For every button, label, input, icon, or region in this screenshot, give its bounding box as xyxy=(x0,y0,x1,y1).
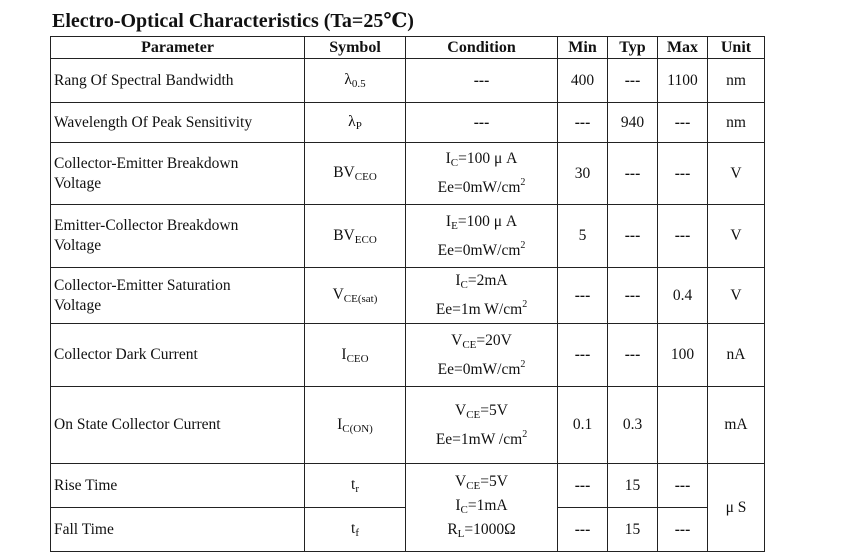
symbol-cell: tf xyxy=(304,507,406,552)
min-cell: --- xyxy=(557,267,608,324)
min-cell: --- xyxy=(557,323,608,387)
max-cell: --- xyxy=(657,204,708,268)
condition-cell: --- xyxy=(405,58,558,103)
unit-cell: V xyxy=(707,142,765,205)
symbol-cell: tr xyxy=(304,463,406,508)
parameter-cell: Wavelength Of Peak Sensitivity xyxy=(50,102,305,143)
min-cell: --- xyxy=(557,463,608,508)
min-cell: 0.1 xyxy=(557,386,608,464)
max-cell: --- xyxy=(657,142,708,205)
header-parameter: Parameter xyxy=(50,36,305,59)
min-cell: 5 xyxy=(557,204,608,268)
condition-cell: VCE=5V IC=1mA RL=1000Ω xyxy=(405,463,558,552)
header-typ: Typ xyxy=(607,36,658,59)
max-cell: --- xyxy=(657,507,708,552)
unit-cell: nm xyxy=(707,102,765,143)
unit-cell: V xyxy=(707,204,765,268)
parameter-cell: Fall Time xyxy=(50,507,305,552)
table-row: On State Collector Current IC(ON) VCE=5V… xyxy=(50,386,765,464)
unit-cell: V xyxy=(707,267,765,324)
unit-cell: μ S xyxy=(707,463,765,552)
typ-cell: 0.3 xyxy=(607,386,658,464)
table-row: Rise Time tr VCE=5V IC=1mA RL=1000Ω --- 15… xyxy=(50,463,765,552)
table-row: Rang Of Spectral Bandwidth λ0.5 --- 400 … xyxy=(50,58,765,103)
symbol-cell: λ0.5 xyxy=(304,58,406,103)
symbol-cell: VCE(sat) xyxy=(304,267,406,324)
header-max: Max xyxy=(657,36,708,59)
max-cell: 100 xyxy=(657,323,708,387)
unit-cell: nA xyxy=(707,323,765,387)
condition-cell: VCE=20V Ee=0mW/cm2 xyxy=(405,323,558,387)
max-cell xyxy=(657,386,708,464)
typ-cell: 15 xyxy=(607,463,658,508)
min-cell: 30 xyxy=(557,142,608,205)
max-cell: 0.4 xyxy=(657,267,708,324)
condition-cell: --- xyxy=(405,102,558,143)
table-row: Collector Dark Current ICEO VCE=20V Ee=0m… xyxy=(50,323,765,387)
max-cell: --- xyxy=(657,102,708,143)
unit-cell: mA xyxy=(707,386,765,464)
page-title: Electro-Optical Characteristics (Ta=25℃) xyxy=(52,10,414,32)
symbol-cell: λP xyxy=(304,102,406,143)
header-unit: Unit xyxy=(707,36,765,59)
characteristics-table: Parameter Symbol Condition Min Typ Max U… xyxy=(50,36,765,552)
min-cell: 400 xyxy=(557,58,608,103)
header-row: Parameter Symbol Condition Min Typ Max U… xyxy=(50,36,765,59)
condition-cell: VCE=5V Ee=1mW /cm2 xyxy=(405,386,558,464)
symbol-cell: BVCEO xyxy=(304,142,406,205)
max-cell: 1100 xyxy=(657,58,708,103)
table-row: Emitter-Collector Breakdown Voltage BVECO… xyxy=(50,204,765,268)
typ-cell: --- xyxy=(607,323,658,387)
typ-cell: --- xyxy=(607,204,658,268)
typ-cell: 940 xyxy=(607,102,658,143)
condition-cell: IC=100 μ A Ee=0mW/cm2 xyxy=(405,142,558,205)
parameter-cell: Emitter-Collector Breakdown Voltage xyxy=(50,204,305,268)
parameter-cell: Collector-Emitter Breakdown Voltage xyxy=(50,142,305,205)
parameter-cell: Rise Time xyxy=(50,463,305,508)
table-row: Wavelength Of Peak Sensitivity λP --- --… xyxy=(50,102,765,143)
symbol-cell: ICEO xyxy=(304,323,406,387)
parameter-cell: Collector-Emitter Saturation Voltage xyxy=(50,267,305,324)
min-cell: --- xyxy=(557,507,608,552)
symbol-cell: BVECO xyxy=(304,204,406,268)
min-cell: --- xyxy=(557,102,608,143)
parameter-cell: Rang Of Spectral Bandwidth xyxy=(50,58,305,103)
table-row: Collector-Emitter Breakdown Voltage BVCEO… xyxy=(50,142,765,205)
parameter-cell: On State Collector Current xyxy=(50,386,305,464)
unit-cell: nm xyxy=(707,58,765,103)
parameter-cell: Collector Dark Current xyxy=(50,323,305,387)
condition-cell: IE=100 μ A Ee=0mW/cm2 xyxy=(405,204,558,268)
header-condition: Condition xyxy=(405,36,558,59)
condition-cell: IC=2mA Ee=1m W/cm2 xyxy=(405,267,558,324)
header-symbol: Symbol xyxy=(304,36,406,59)
typ-cell: --- xyxy=(607,267,658,324)
typ-cell: --- xyxy=(607,142,658,205)
typ-cell: 15 xyxy=(607,507,658,552)
table-row: Collector-Emitter Saturation Voltage VCE(… xyxy=(50,267,765,324)
table-row: Fall Time tf --- 15 --- xyxy=(50,507,765,552)
max-cell: --- xyxy=(657,463,708,508)
header-min: Min xyxy=(557,36,608,59)
symbol-cell: IC(ON) xyxy=(304,386,406,464)
typ-cell: --- xyxy=(607,58,658,103)
